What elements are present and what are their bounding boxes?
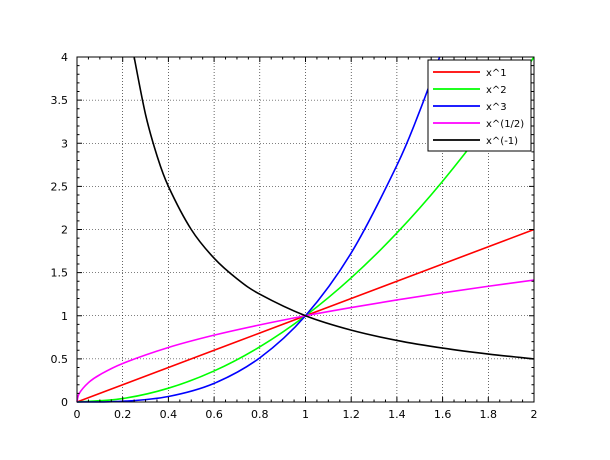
y-tick-label: 0.5: [51, 353, 69, 366]
y-tick-label: 0: [61, 396, 68, 409]
y-tick-label: 4: [61, 51, 68, 64]
legend-label: x^3: [486, 102, 507, 113]
y-tick-label: 3: [61, 137, 68, 150]
x-tick-label: 0: [74, 408, 81, 421]
x-tick-label: 1.6: [434, 408, 452, 421]
x-tick-label: 0.2: [114, 408, 132, 421]
series-line-3: [76, 56, 441, 403]
y-tick-label: 2: [61, 224, 68, 237]
legend: x^1 x^2 x^3 x^(1/2) x^(-1): [427, 59, 532, 152]
series-line-2: [76, 56, 535, 403]
series-group: [76, 56, 535, 403]
x-tick-label: 1: [302, 408, 309, 421]
x-tick-label: 1.8: [480, 408, 498, 421]
series-line-5: [133, 56, 535, 360]
legend-label: x^(1/2): [486, 119, 524, 130]
y-tick-label: 2.5: [51, 180, 69, 193]
x-tick-label: 0.6: [205, 408, 223, 421]
x-tick-label: 1.4: [388, 408, 406, 421]
y-tick-label: 1.5: [51, 267, 69, 280]
y-tick-label: 3.5: [51, 94, 69, 107]
x-tick-label: 2: [531, 408, 538, 421]
legend-label: x^1: [486, 68, 507, 79]
x-tick-label: 0.4: [160, 408, 178, 421]
legend-label: x^2: [486, 85, 507, 96]
axis-ticks: 0 0.2 0.4 0.6 0.8 1 1.2 1.4 1.6 1.8 2 0 0.5 1 1.5 2 2.5 3…: [51, 51, 538, 421]
y-tick-label: 1: [61, 310, 68, 323]
x-tick-label: 1.2: [342, 408, 360, 421]
x-tick-label: 0.8: [251, 408, 269, 421]
series-line-4: [76, 279, 535, 403]
legend-label: x^(-1): [486, 136, 518, 147]
